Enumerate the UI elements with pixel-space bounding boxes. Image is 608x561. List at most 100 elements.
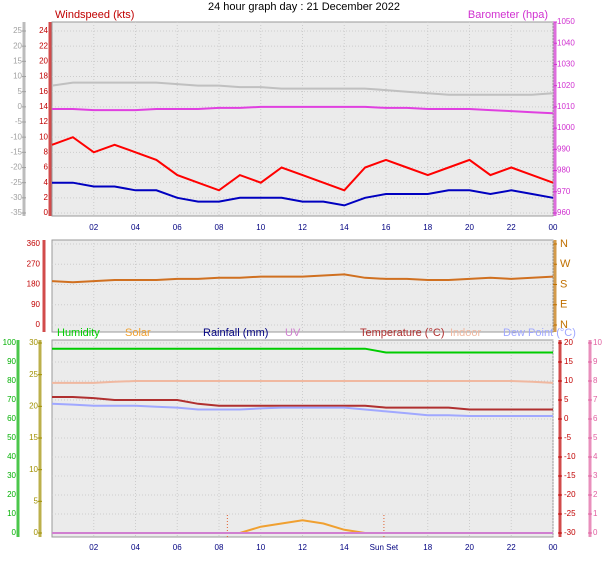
y-tick-label: 10 xyxy=(39,132,48,141)
series-line xyxy=(51,81,554,96)
y-tick-label: 90 xyxy=(31,300,40,309)
y-tick-label: 100 xyxy=(3,338,17,347)
y-tick-label: E xyxy=(560,299,567,311)
y-tick-label: 30 xyxy=(29,338,38,347)
y-tick-label: 20 xyxy=(564,338,573,347)
y-tick-label: 4 xyxy=(593,452,598,461)
y-tick-label: N xyxy=(560,319,568,331)
y-tick-label: 25 xyxy=(29,370,38,379)
y-tick-label: 80 xyxy=(7,376,16,385)
y-tick-label: -15 xyxy=(564,471,576,480)
y-tick-label: 0 xyxy=(34,528,39,537)
y-tick-label: 10 xyxy=(29,465,38,474)
y-tick-label: -10 xyxy=(564,452,576,461)
x-tick-label: 10 xyxy=(256,223,265,232)
y-tick-label: -15 xyxy=(10,147,22,156)
y-tick-label: S xyxy=(560,278,567,290)
x-tick-label: 06 xyxy=(173,223,182,232)
series-line xyxy=(52,181,554,207)
y-tick-label: 12 xyxy=(39,117,48,126)
y-tick-label: -30 xyxy=(10,193,22,202)
legend-entry: Indoor xyxy=(450,327,482,339)
x-tick-label: 22 xyxy=(507,223,516,232)
x-tick-label: 14 xyxy=(340,543,349,552)
chart-title: 24 hour graph day : 21 December 2022 xyxy=(208,1,400,13)
y-tick-label: 60 xyxy=(7,414,16,423)
y-tick-label: 9 xyxy=(593,357,598,366)
y-tick-label: 1050 xyxy=(557,17,575,26)
y-tick-label: 18 xyxy=(39,72,48,81)
y-tick-label: W xyxy=(560,258,571,270)
y-tick-label: 20 xyxy=(29,401,38,410)
x-tick-label: 00 xyxy=(549,543,558,552)
y-tick-label: 14 xyxy=(39,102,48,111)
y-tick-label: -20 xyxy=(564,490,576,499)
legend-entry: UV xyxy=(285,327,301,339)
series-line xyxy=(51,136,554,192)
series-line xyxy=(52,105,554,115)
y-tick-label: 90 xyxy=(7,357,16,366)
y-tick-label: 980 xyxy=(557,166,571,175)
y-tick-label: 0 xyxy=(36,320,41,329)
legend-entry: Dew Point (°C) xyxy=(503,327,576,339)
legend-entry: Solar xyxy=(125,327,151,339)
y-tick-label: 2 xyxy=(593,490,598,499)
annotation: Sun Set xyxy=(370,543,399,552)
axis-title: Barometer (hpa) xyxy=(468,9,548,21)
axis-title: Windspeed (kts) xyxy=(55,9,134,21)
y-tick-label: 20 xyxy=(39,56,48,65)
y-tick-label: 50 xyxy=(7,433,16,442)
y-tick-label: 990 xyxy=(557,144,571,153)
y-tick-label: 20 xyxy=(7,490,16,499)
x-tick-label: 00 xyxy=(549,223,558,232)
y-tick-label: 1020 xyxy=(557,81,575,90)
y-tick-label: 1010 xyxy=(557,102,575,111)
x-tick-label: 12 xyxy=(298,543,307,552)
series-line xyxy=(51,402,553,417)
y-tick-label: -5 xyxy=(564,433,572,442)
y-tick-label: 10 xyxy=(7,509,16,518)
y-tick-label: 1000 xyxy=(557,123,575,132)
x-tick-label: 02 xyxy=(89,223,98,232)
x-tick-label: 16 xyxy=(382,223,391,232)
x-tick-label: 20 xyxy=(465,223,474,232)
x-tick-label: 06 xyxy=(173,543,182,552)
y-tick-label: 10 xyxy=(564,376,573,385)
y-tick-label: 5 xyxy=(18,87,23,96)
y-tick-label: 0 xyxy=(44,208,49,217)
y-tick-label: 6 xyxy=(593,414,598,423)
y-tick-label: 5 xyxy=(564,395,569,404)
y-tick-label: 30 xyxy=(7,471,16,480)
y-tick-label: 5 xyxy=(34,496,39,505)
y-tick-label: 22 xyxy=(39,41,48,50)
y-tick-label: 270 xyxy=(27,259,41,268)
series-line xyxy=(51,273,554,284)
y-tick-label: 8 xyxy=(44,147,49,156)
y-tick-label: 0 xyxy=(18,102,23,111)
y-tick-label: 360 xyxy=(27,239,41,248)
y-tick-label: 0 xyxy=(12,528,17,537)
x-tick-label: 18 xyxy=(423,543,432,552)
y-tick-label: 20 xyxy=(13,41,22,50)
plot-area xyxy=(51,21,554,217)
legend-entry: Rainfall (mm) xyxy=(203,327,268,339)
series-line xyxy=(52,396,553,411)
y-tick-label: 15 xyxy=(564,357,573,366)
series-line xyxy=(52,380,554,384)
x-tick-label: 22 xyxy=(507,543,516,552)
series-line xyxy=(52,347,553,354)
y-tick-label: -20 xyxy=(10,163,22,172)
y-tick-label: -30 xyxy=(564,528,576,537)
y-tick-label: 7 xyxy=(593,395,598,404)
y-tick-label: -25 xyxy=(564,509,576,518)
x-tick-label: 20 xyxy=(465,543,474,552)
y-tick-label: 70 xyxy=(7,395,16,404)
y-tick-label: 0 xyxy=(564,414,569,423)
y-tick-label: 960 xyxy=(557,208,571,217)
x-tick-label: 12 xyxy=(298,223,307,232)
x-tick-label: 02 xyxy=(89,543,98,552)
y-tick-label: 1030 xyxy=(557,60,575,69)
y-tick-label: 10 xyxy=(593,338,602,347)
y-tick-label: 0 xyxy=(593,528,598,537)
